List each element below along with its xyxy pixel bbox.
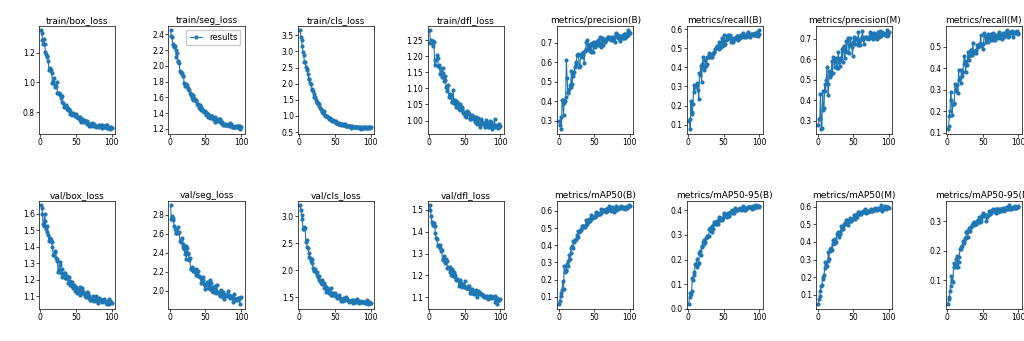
Title: metrics/precision(M): metrics/precision(M) — [808, 16, 901, 25]
Title: metrics/mAP50-95(M): metrics/mAP50-95(M) — [935, 191, 1024, 200]
Title: val/cls_loss: val/cls_loss — [311, 191, 361, 200]
Title: val/seg_loss: val/seg_loss — [179, 191, 233, 200]
Title: val/dfl_loss: val/dfl_loss — [440, 191, 490, 200]
Title: metrics/mAP50-95(B): metrics/mAP50-95(B) — [677, 191, 773, 200]
Legend: results: results — [186, 30, 241, 45]
Title: train/seg_loss: train/seg_loss — [175, 16, 238, 25]
Title: metrics/recall(B): metrics/recall(B) — [687, 16, 762, 25]
Title: metrics/precision(B): metrics/precision(B) — [550, 16, 641, 25]
Title: train/box_loss: train/box_loss — [46, 16, 109, 25]
Title: train/cls_loss: train/cls_loss — [307, 16, 366, 25]
Title: metrics/mAP50(M): metrics/mAP50(M) — [813, 191, 896, 200]
Title: train/dfl_loss: train/dfl_loss — [437, 16, 495, 25]
Title: metrics/mAP50(B): metrics/mAP50(B) — [554, 191, 636, 200]
Title: val/box_loss: val/box_loss — [49, 191, 104, 200]
Title: metrics/recall(M): metrics/recall(M) — [945, 16, 1022, 25]
